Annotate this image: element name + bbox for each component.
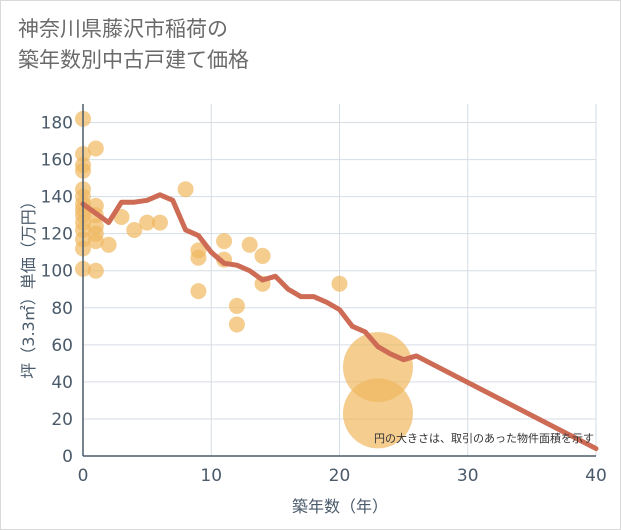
scatter-point-21 bbox=[100, 236, 117, 253]
scatter-point-28 bbox=[190, 249, 207, 266]
x-tick-label-0: 0 bbox=[78, 466, 89, 486]
scatter-point-34 bbox=[241, 236, 258, 253]
y-tick-label-40: 40 bbox=[51, 373, 73, 393]
scatter-point-14 bbox=[87, 140, 104, 157]
x-tick-label-10: 10 bbox=[200, 466, 222, 486]
scatter-point-33 bbox=[228, 316, 245, 333]
y-tick-label-140: 140 bbox=[41, 188, 73, 208]
x-tick-label-20: 20 bbox=[329, 466, 351, 486]
x-tick-labels: 0 10 20 30 40 bbox=[78, 466, 607, 486]
scatter-point-35 bbox=[254, 247, 271, 264]
grid-lines bbox=[83, 104, 597, 456]
scatter-point-29 bbox=[190, 283, 207, 300]
y-axis-title: 坪（3.3㎡）単価（万円） bbox=[19, 193, 38, 378]
y-tick-label-180: 180 bbox=[41, 114, 73, 134]
y-tick-label-160: 160 bbox=[41, 151, 73, 171]
y-tick-label-120: 120 bbox=[41, 225, 73, 245]
scatter-points bbox=[75, 110, 413, 449]
chart-title-line-1: 神奈川県藤沢市稲荷の bbox=[18, 17, 228, 41]
x-tick-label-40: 40 bbox=[585, 466, 607, 486]
scatter-point-30 bbox=[216, 233, 233, 250]
size-note: 円の大きさは、取引のあった物件面積を示す bbox=[374, 431, 594, 445]
y-tick-label-80: 80 bbox=[51, 299, 73, 319]
trend-line bbox=[80, 192, 599, 452]
scatter-point-23 bbox=[126, 221, 143, 238]
x-tick-label-30: 30 bbox=[457, 466, 479, 486]
y-tick-label-60: 60 bbox=[51, 336, 73, 356]
scatter-point-19 bbox=[87, 233, 104, 250]
scatter-point-37 bbox=[331, 275, 348, 292]
y-tick-label-20: 20 bbox=[51, 410, 73, 430]
y-tick-label-0: 0 bbox=[62, 447, 73, 467]
chart-title-line-2: 築年数別中古戸建て価格 bbox=[18, 48, 249, 72]
scatter-point-24 bbox=[139, 214, 156, 231]
x-axis-title: 築年数（年） bbox=[292, 497, 388, 516]
scatter-point-32 bbox=[228, 297, 245, 314]
scatter-point-26 bbox=[177, 181, 194, 198]
y-tick-label-100: 100 bbox=[41, 262, 73, 282]
chart-title: 神奈川県藤沢市稲荷の 築年数別中古戸建て価格 bbox=[18, 14, 249, 76]
y-tick-labels: 0 20 40 60 80 100 120 140 160 180 bbox=[41, 114, 73, 467]
scatter-point-20 bbox=[87, 262, 104, 279]
scatter-point-25 bbox=[151, 214, 168, 231]
scatter-point-39 bbox=[342, 378, 413, 449]
